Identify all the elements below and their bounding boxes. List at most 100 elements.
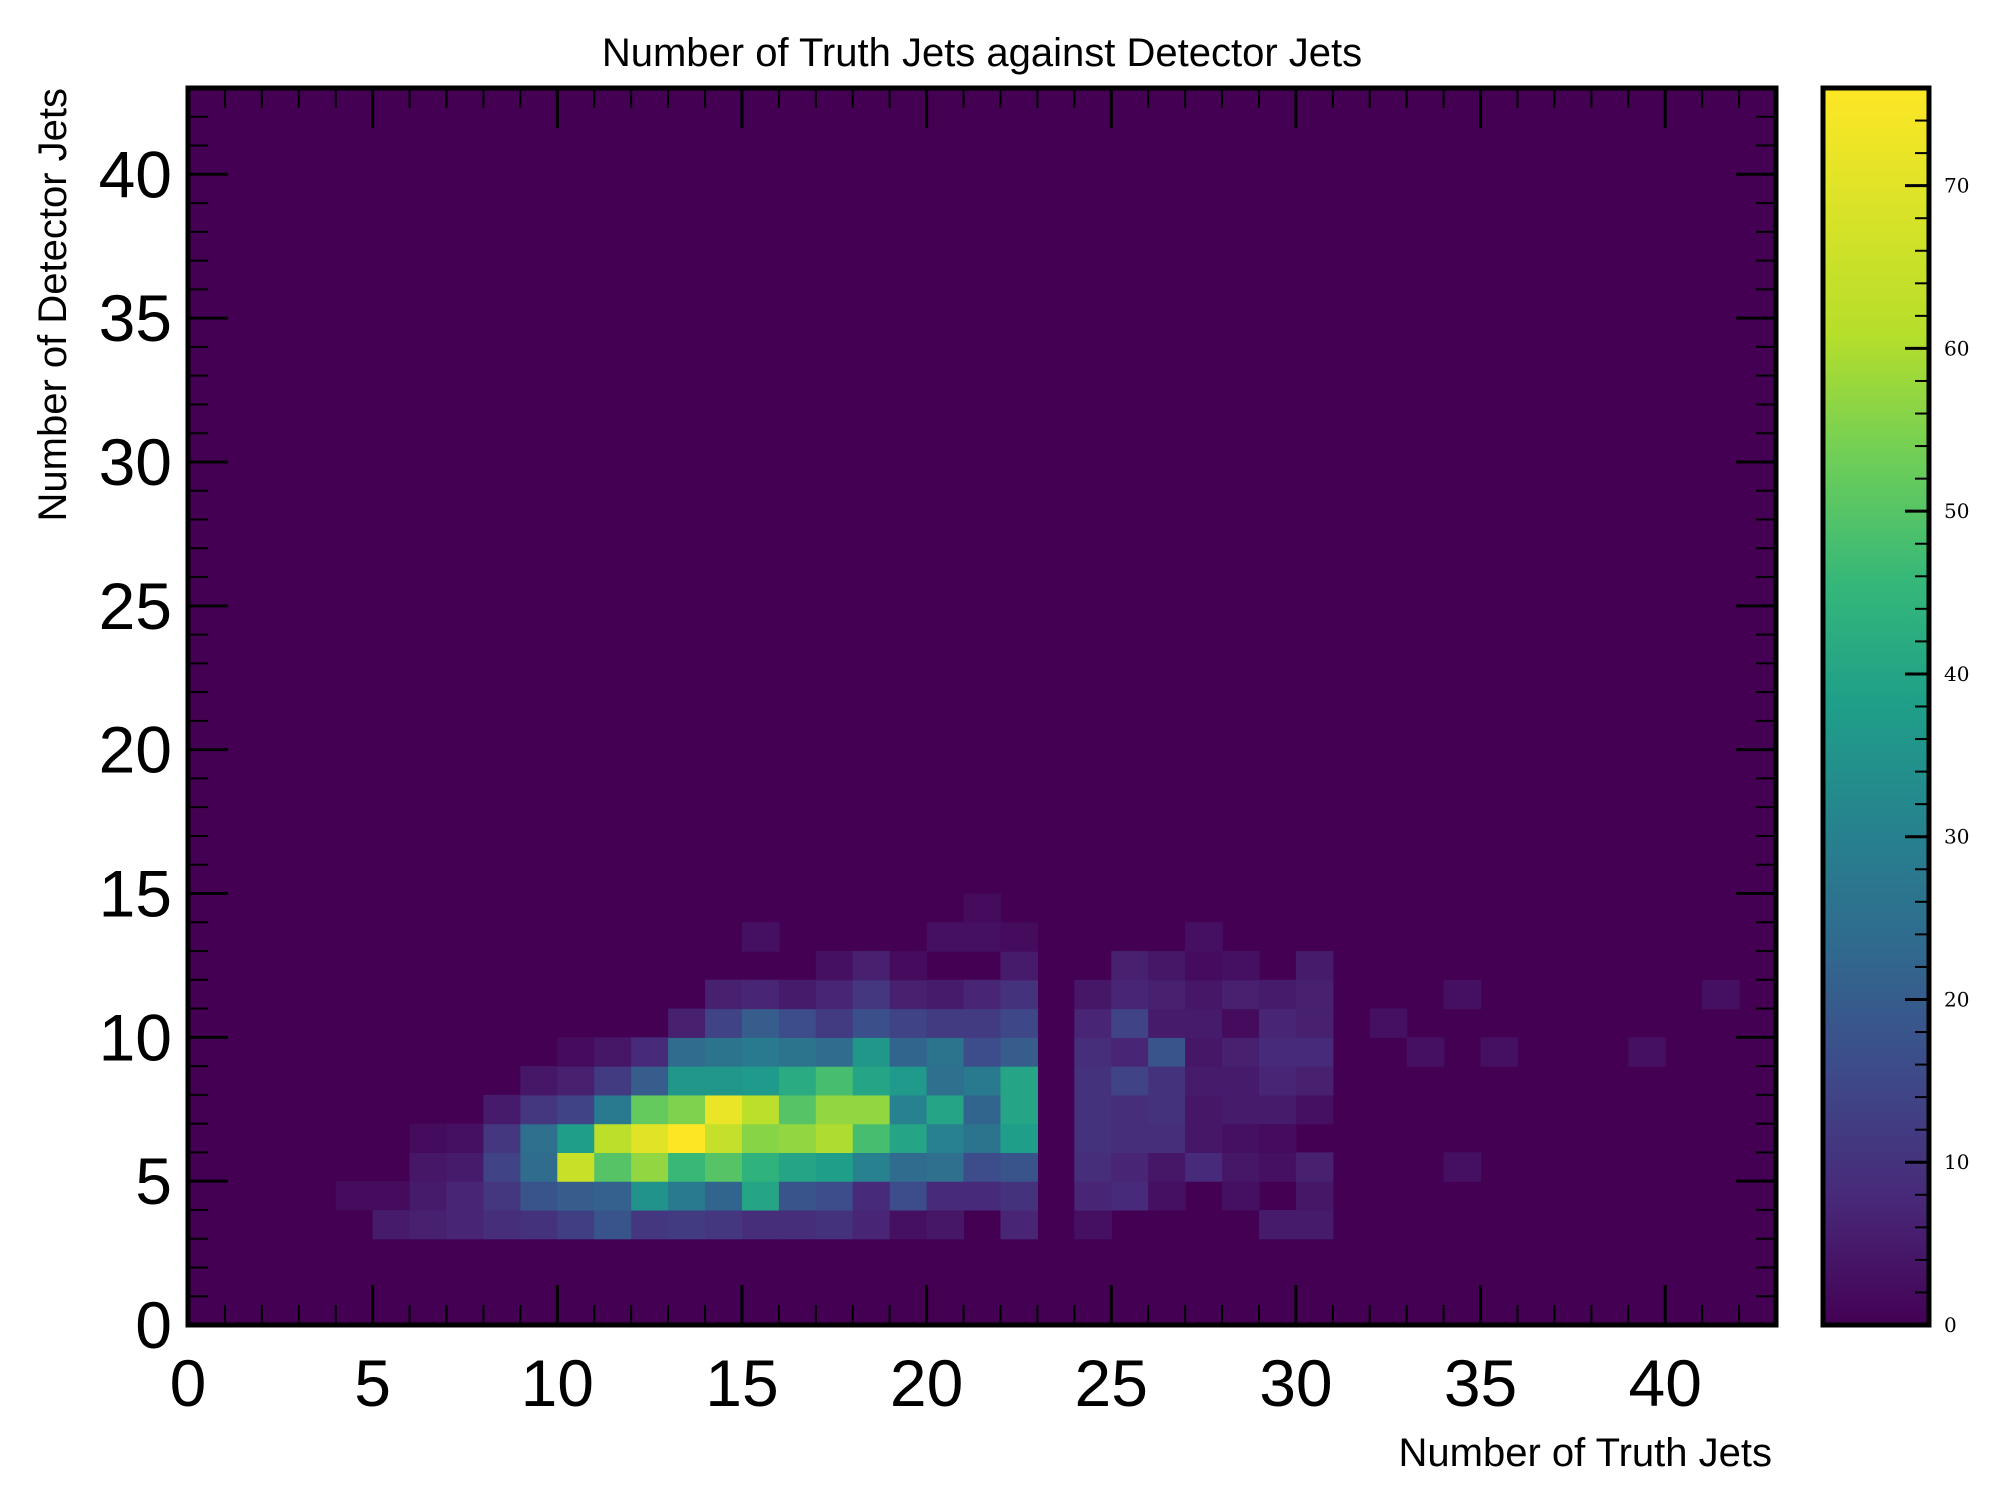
heatmap-cell	[1222, 1152, 1260, 1182]
y-tick-label: 30	[99, 425, 172, 499]
heatmap-cell	[741, 1008, 780, 1038]
heatmap-cell	[483, 1209, 521, 1240]
heatmap-cell	[852, 1209, 891, 1240]
x-axis-tick-labels: 0 5 10 15 20 25 30 35 40	[170, 1346, 1702, 1420]
heatmap-cell	[1295, 1066, 1334, 1096]
heatmap-cell	[852, 1008, 891, 1038]
heatmap-cell	[1369, 1008, 1408, 1038]
heatmap-cell	[963, 1094, 1002, 1125]
heatmap-cell	[889, 1066, 928, 1096]
heatmap-cell	[926, 979, 965, 1010]
heatmap-cell	[1000, 1037, 1038, 1067]
heatmap-cell	[926, 1152, 965, 1182]
heatmap-cell	[852, 1181, 891, 1211]
heatmap-cell	[483, 1152, 521, 1182]
heatmap-cell	[815, 1037, 854, 1067]
heatmap-cell	[778, 1066, 817, 1096]
colorbar-tick-label: 10	[1944, 1150, 1969, 1174]
colorbar: 0 10 20 30 40 50 60 70	[1820, 85, 1969, 1337]
heatmap-cell	[1222, 1123, 1260, 1153]
heatmap-cell	[741, 1152, 780, 1182]
heatmap-cell	[668, 1066, 706, 1096]
heatmap-cell	[483, 1123, 521, 1153]
heatmap-cell	[815, 1123, 854, 1153]
heatmap-cell	[1074, 1123, 1112, 1153]
heatmap-cell	[668, 1123, 706, 1153]
heatmap-cell	[778, 1094, 817, 1125]
heatmap-cell	[594, 1094, 632, 1125]
heatmap-cell	[741, 922, 780, 952]
heatmap-cell	[852, 1123, 891, 1153]
heatmap-cell	[520, 1094, 558, 1125]
heatmap-cell	[668, 1209, 706, 1240]
heatmap-cell	[741, 1181, 780, 1211]
heatmap-cell	[926, 1123, 965, 1153]
heatmap-cell	[926, 1094, 965, 1125]
heatmap-cell	[1000, 1008, 1038, 1038]
x-axis-label: Number of Truth Jets	[1399, 1431, 1772, 1475]
heatmap-cell	[594, 1123, 632, 1153]
heatmap-cell	[1406, 1037, 1445, 1067]
heatmap-cell	[1222, 1066, 1260, 1096]
y-tick-label: 15	[99, 856, 172, 930]
heatmap-cell	[520, 1152, 558, 1182]
heatmap-cell	[631, 1123, 669, 1153]
heatmap-cell	[963, 979, 1002, 1010]
heatmap-cell	[446, 1181, 485, 1211]
x-tick-label: 5	[354, 1346, 391, 1420]
heatmap-cell	[1148, 1037, 1186, 1067]
heatmap-cell	[1480, 1037, 1519, 1067]
heatmap-cell	[372, 1181, 411, 1211]
heatmap-cell	[815, 1008, 854, 1038]
heatmap-cell	[594, 1066, 632, 1096]
heatmap-cell	[1258, 979, 1297, 1010]
heatmap-cell	[1000, 1209, 1038, 1240]
heatmap-cell	[520, 1123, 558, 1153]
colorbar-tick-label: 0	[1944, 1313, 1957, 1337]
heatmap-cell	[963, 1008, 1002, 1038]
heatmap-cell	[778, 1152, 817, 1182]
heatmap-cell	[446, 1152, 485, 1182]
heatmap-cell	[705, 1181, 743, 1211]
heatmap-cell	[889, 979, 928, 1010]
heatmap-cell	[1148, 1008, 1186, 1038]
y-tick-label: 5	[135, 1144, 172, 1218]
heatmap-cell	[557, 1066, 595, 1096]
heatmap-cell	[483, 1181, 521, 1211]
heatmap-cell	[1111, 1008, 1149, 1038]
heatmap-cell	[1443, 979, 1482, 1010]
heatmap-cell	[1222, 1181, 1260, 1211]
heatmap-cell	[889, 1209, 928, 1240]
heatmap-cell	[1148, 951, 1186, 981]
heatmap-cell	[889, 1152, 928, 1182]
heatmap-cell	[1222, 951, 1260, 981]
heatmap-cell	[1185, 922, 1223, 952]
y-tick-label: 20	[99, 713, 172, 787]
heatmap-cell	[926, 1008, 965, 1038]
y-axis-label: Number of Detector Jets	[31, 88, 75, 522]
heatmap-cell	[335, 1181, 374, 1211]
heatmap-cell	[1111, 1181, 1149, 1211]
heatmap-cell	[926, 1209, 965, 1240]
x-tick-label: 25	[1075, 1346, 1148, 1420]
y-tick-label: 10	[99, 1000, 172, 1074]
colorbar-tick-label: 30	[1944, 825, 1969, 849]
heatmap-cell	[889, 1123, 928, 1153]
heatmap-cell	[815, 1094, 854, 1125]
y-tick-label: 40	[99, 137, 172, 211]
heatmap-cell	[1074, 1209, 1112, 1240]
heatmap-cell	[1074, 1008, 1112, 1038]
heatmap-cell	[1074, 1152, 1112, 1182]
y-tick-label: 25	[99, 569, 172, 643]
heatmap-cell	[1185, 1008, 1223, 1038]
x-tick-label: 20	[890, 1346, 963, 1420]
heatmap-cell	[705, 1066, 743, 1096]
heatmap-cell	[1185, 1123, 1223, 1153]
heatmap-cell	[1111, 1152, 1149, 1182]
heatmap-cell	[409, 1152, 448, 1182]
heatmap-cell	[889, 1008, 928, 1038]
chart-title: Number of Truth Jets against Detector Je…	[602, 31, 1362, 75]
heatmap-cell	[1000, 1181, 1038, 1211]
heatmap-cell	[668, 1008, 706, 1038]
